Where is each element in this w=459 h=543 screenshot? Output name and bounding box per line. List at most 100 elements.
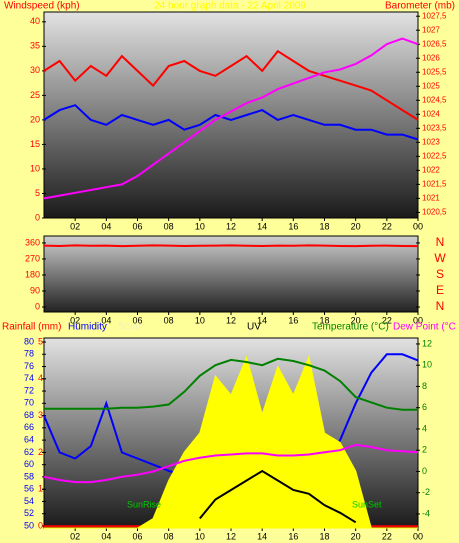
plot-area: [43, 11, 419, 219]
y-tick-label: 5: [35, 188, 40, 198]
y2-tick-label: S: [436, 267, 444, 281]
y2-tick-label: 1026,5: [422, 39, 447, 48]
x-tick-label: 06: [132, 221, 142, 231]
x-tick-label: 12: [226, 315, 236, 325]
y2-tick-label: 1023: [422, 137, 440, 146]
annotation: SunSet: [352, 499, 382, 509]
y2-tick-label: 1027: [422, 25, 440, 34]
y2-tick-label: 1021,5: [422, 179, 447, 188]
x-tick-label: 18: [319, 221, 329, 231]
y-tick-label: 90: [30, 285, 40, 295]
y2-tick-label: 1025,5: [422, 67, 447, 76]
x-tick-label: 04: [101, 531, 111, 541]
y-tick-label: 0: [35, 301, 40, 311]
series-line: [199, 469, 357, 524]
y-tick-label: 56: [24, 484, 34, 494]
y2-tick-label: 2: [422, 445, 427, 455]
x-tick-label: 18: [319, 315, 329, 325]
y-tick-label: 72: [24, 385, 34, 395]
y2-tick-label: 1026: [422, 53, 440, 62]
x-tick-label: 08: [164, 221, 174, 231]
x-tick-label: 16: [288, 221, 298, 231]
y2-tick-label: 1024: [422, 109, 440, 118]
y3-tick-label: 1: [38, 484, 43, 494]
x-tick-label: 04: [101, 315, 111, 325]
y-tick-label: 50: [24, 520, 34, 530]
area: [44, 355, 418, 529]
y2-tick-label: 1024,5: [422, 95, 447, 104]
y-tick-label: 64: [24, 434, 34, 444]
x-tick-label: 10: [195, 221, 205, 231]
y2-tick-label: N: [436, 235, 445, 249]
x-tick-label: 08: [164, 315, 174, 325]
y2-tick-label: E: [436, 283, 444, 297]
series-line: [44, 357, 418, 411]
y-axis-label: Windspeed (kph): [4, 1, 80, 12]
y3-tick-label: 2: [38, 447, 43, 457]
series-line: [43, 244, 419, 248]
y-tick-label: 68: [24, 410, 34, 420]
y-tick-label: 80: [24, 336, 34, 346]
plot-area: [43, 235, 419, 313]
x-tick-label: 06: [132, 531, 142, 541]
series-line: [43, 104, 419, 141]
y-tick-label: 76: [24, 361, 34, 371]
x-tick-label: 02: [70, 315, 80, 325]
y-tick-label: 62: [24, 447, 34, 457]
x-tick-label: 14: [257, 531, 267, 541]
y2-tick-label: -2: [422, 487, 430, 497]
x-tick-label: 08: [164, 531, 174, 541]
y2-tick-label: 1025: [422, 81, 440, 90]
legend-entry: Humidity: [68, 322, 107, 333]
legend-entry: Temperature (°C): [312, 322, 389, 333]
y-tick-label: 25: [30, 90, 40, 100]
legend-entry: Solar: [118, 322, 142, 333]
y2-tick-label: 0: [422, 466, 427, 476]
y-tick-label: 180: [25, 269, 40, 279]
x-tick-label: 14: [257, 221, 267, 231]
y-tick-label: 360: [25, 237, 40, 247]
legend-entry: Rainfall (mm): [2, 322, 61, 333]
annotation: SunRise: [127, 499, 161, 509]
x-tick-label: 22: [382, 315, 392, 325]
y-tick-label: 15: [30, 139, 40, 149]
y2-tick-label: 8: [422, 381, 427, 391]
x-tick-label: 00: [413, 531, 423, 541]
x-tick-label: 20: [351, 221, 361, 231]
y3-tick-label: 5: [38, 336, 43, 346]
y-tick-label: 52: [24, 508, 34, 518]
series-line: [43, 37, 419, 200]
chart-title: 24 hour graph data - 22 April 2009: [154, 1, 306, 12]
y-tick-label: 40: [30, 16, 40, 26]
x-tick-label: 04: [101, 221, 111, 231]
y2-tick-label: 1023,5: [422, 123, 447, 132]
x-tick-label: 10: [195, 315, 205, 325]
series-line: [43, 49, 419, 121]
y2-tick-label: 1020,5: [422, 208, 447, 217]
y-tick-label: 20: [30, 114, 40, 124]
y2-tick-label: W: [434, 251, 446, 265]
y2-axis-label: Barometer (mb): [385, 1, 455, 12]
y3-tick-label: 4: [38, 373, 43, 383]
y3-tick-label: 0: [38, 521, 43, 531]
x-tick-label: 14: [257, 315, 267, 325]
y-tick-label: 0: [35, 212, 40, 222]
y2-tick-label: 4: [422, 423, 427, 433]
y2-tick-label: 1022: [422, 165, 440, 174]
x-tick-label: 02: [70, 221, 80, 231]
y2-tick-label: 1022,5: [422, 151, 447, 160]
x-tick-label: 12: [226, 531, 236, 541]
y-tick-label: 54: [24, 496, 34, 506]
x-tick-label: 06: [132, 315, 142, 325]
y-tick-label: 66: [24, 422, 34, 432]
legend-entry: Dew Point (°C: [393, 322, 456, 333]
y-tick-label: 30: [30, 65, 40, 75]
x-tick-label: 22: [382, 221, 392, 231]
y2-tick-label: 12: [422, 338, 432, 348]
y2-tick-label: 1021: [422, 193, 440, 202]
x-tick-label: 20: [351, 531, 361, 541]
y-tick-label: 60: [24, 459, 34, 469]
x-tick-label: 12: [226, 221, 236, 231]
y2-tick-label: 1027,5: [422, 11, 447, 20]
